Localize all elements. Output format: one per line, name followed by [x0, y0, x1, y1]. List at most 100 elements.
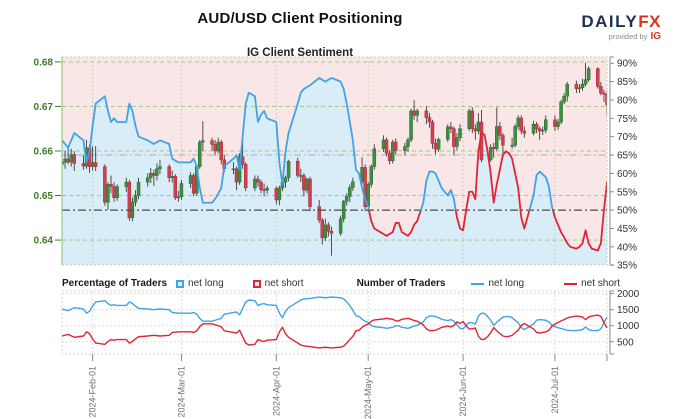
sentiment-tick-label: 60% — [617, 169, 637, 180]
candle-body — [387, 152, 392, 162]
candle-body — [317, 206, 321, 221]
date-tick-label: 2024-Jun-01 — [458, 366, 468, 417]
pct-net-short-line — [552, 181, 607, 252]
candle-body — [470, 110, 475, 129]
net-short-swatch-icon — [252, 279, 261, 288]
candle-body — [149, 172, 153, 178]
candle-body — [299, 175, 303, 177]
candle-body — [173, 176, 178, 198]
candle-body — [265, 188, 269, 191]
candle-body — [170, 176, 174, 178]
net-short-line-icon — [564, 282, 578, 285]
candle-body — [580, 83, 585, 88]
candle-body — [320, 219, 325, 239]
candle-body — [219, 141, 223, 161]
candle-body — [574, 83, 579, 89]
candle-body — [436, 139, 441, 150]
sentiment-tick-label: 65% — [617, 151, 637, 162]
price-axis: 0.68 0.67 0.66 0.65 0.64 — [34, 57, 61, 247]
candle-body — [544, 119, 548, 131]
candle-body — [277, 187, 282, 201]
price-tick-label: 0.68 — [34, 57, 54, 68]
candle-body — [136, 181, 141, 196]
price-sentiment-panel — [62, 57, 607, 265]
price-tick-label: 0.67 — [34, 102, 54, 113]
candle-body — [556, 121, 560, 127]
candle-body — [424, 110, 429, 118]
candle-body — [583, 79, 588, 85]
candle-body — [176, 196, 181, 199]
candle-body — [501, 135, 505, 146]
candle-body — [253, 178, 257, 189]
sentiment-fill-below — [62, 77, 607, 265]
ig-logo: IG — [650, 31, 661, 42]
candle-body — [476, 121, 481, 132]
candle-body — [201, 140, 205, 143]
candle-body — [179, 183, 184, 198]
candle-body — [188, 175, 193, 184]
candle-body — [106, 184, 110, 203]
candle-body — [152, 172, 156, 176]
count-tick-label: 500 — [617, 337, 634, 348]
sentiment-tick-label: 50% — [617, 206, 637, 217]
candle-body — [381, 139, 386, 150]
candle-body — [127, 181, 132, 219]
candle-body — [338, 218, 343, 234]
candle-body — [329, 230, 334, 234]
candle-body — [519, 117, 524, 132]
candle-body — [259, 181, 263, 190]
candle-body — [155, 168, 159, 176]
sentiment-tick-label: 90% — [617, 59, 637, 70]
count-panel-border — [61, 290, 608, 355]
candle-body — [93, 162, 98, 167]
candle-body — [348, 187, 352, 197]
candle-body — [409, 110, 413, 141]
candle-body — [498, 126, 502, 136]
candle-body — [262, 189, 266, 191]
candle-body — [167, 166, 171, 178]
candle-body — [323, 224, 328, 239]
date-tick-label: 2024-Jul-01 — [550, 366, 560, 414]
candle-body — [302, 175, 306, 191]
candle-body — [240, 156, 245, 165]
candle-body — [66, 158, 70, 163]
candle-body — [326, 224, 331, 232]
candle-body — [458, 128, 462, 138]
legend-pct-net-long: net long — [188, 278, 224, 289]
legend-pct-title: Percentage of Traders — [62, 278, 168, 289]
candle-body — [403, 146, 407, 151]
dailyfx-logo: DAILYFX provided by IG — [581, 13, 661, 42]
candle-body — [210, 140, 214, 145]
sentiment-tick-label: 40% — [617, 242, 637, 253]
count-tick-label: 1500 — [617, 305, 640, 316]
candle-body — [69, 154, 73, 163]
candle-body — [534, 124, 539, 129]
candle-body — [565, 83, 569, 97]
candle-body — [216, 141, 220, 152]
candle-body — [390, 141, 395, 162]
candle-body — [586, 68, 591, 80]
candle-body — [63, 158, 67, 163]
date-tick-label: 2024-Mar-01 — [176, 366, 186, 418]
candle-body — [158, 166, 162, 170]
candle-body — [133, 195, 138, 203]
candle-body — [62, 161, 64, 165]
candle-body — [344, 196, 349, 202]
candle-body — [531, 124, 536, 134]
candle-body — [495, 126, 499, 150]
candle-body — [112, 186, 116, 198]
count-axis: 2000 1500 1000 500 — [609, 289, 640, 355]
price-tick-label: 0.66 — [34, 146, 54, 157]
sentiment-axis: 90% 85% 80% 75% 70% 65% 60% 55% 50% 45% 40% 35% — [609, 56, 637, 272]
candle-body — [234, 168, 239, 183]
candle-body — [406, 139, 410, 147]
candle-body — [243, 164, 248, 189]
pct-net-long-line — [62, 77, 370, 212]
candle-body — [213, 144, 217, 152]
chart-legend: Percentage of Traders net long net short… — [62, 277, 620, 290]
sentiment-tick-label: 85% — [617, 77, 637, 88]
candle-body — [198, 141, 202, 167]
candle-body — [384, 139, 389, 154]
